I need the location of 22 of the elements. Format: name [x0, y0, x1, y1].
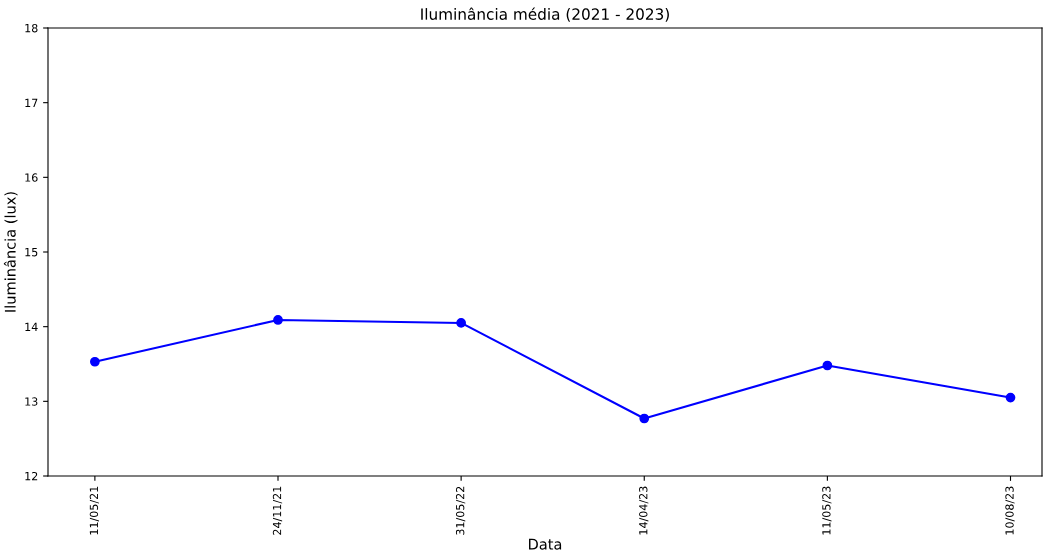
chart-title: Iluminância média (2021 - 2023) [421, 7, 669, 22]
y-tick-label: 14 [25, 322, 38, 331]
point [639, 413, 650, 424]
y-tick-label: 17 [25, 98, 38, 107]
x-tick-label: 11/05/21 [89, 486, 99, 535]
point [822, 360, 833, 371]
x-tick-label: 31/05/22 [455, 486, 466, 535]
point [456, 318, 466, 328]
x-tick-label: 14/04/23 [639, 486, 649, 535]
x-tick-label: 24/11/21 [272, 486, 283, 535]
point [1005, 392, 1016, 403]
point [90, 356, 100, 367]
x-tick-label: 11/05/23 [822, 486, 832, 535]
y-tick-label: 18 [25, 23, 38, 33]
y-axis-title: Iluminância (lux) [3, 192, 18, 312]
x-axis-title: Data [529, 538, 562, 550]
y-tick-label: 12 [25, 471, 38, 481]
point [273, 315, 283, 325]
y-tick-label: 16 [25, 173, 38, 182]
y-tick-label: 15 [25, 248, 38, 257]
y-tick-label: 13 [25, 397, 38, 406]
x-tick-label: 10/08/23 [1005, 486, 1015, 535]
